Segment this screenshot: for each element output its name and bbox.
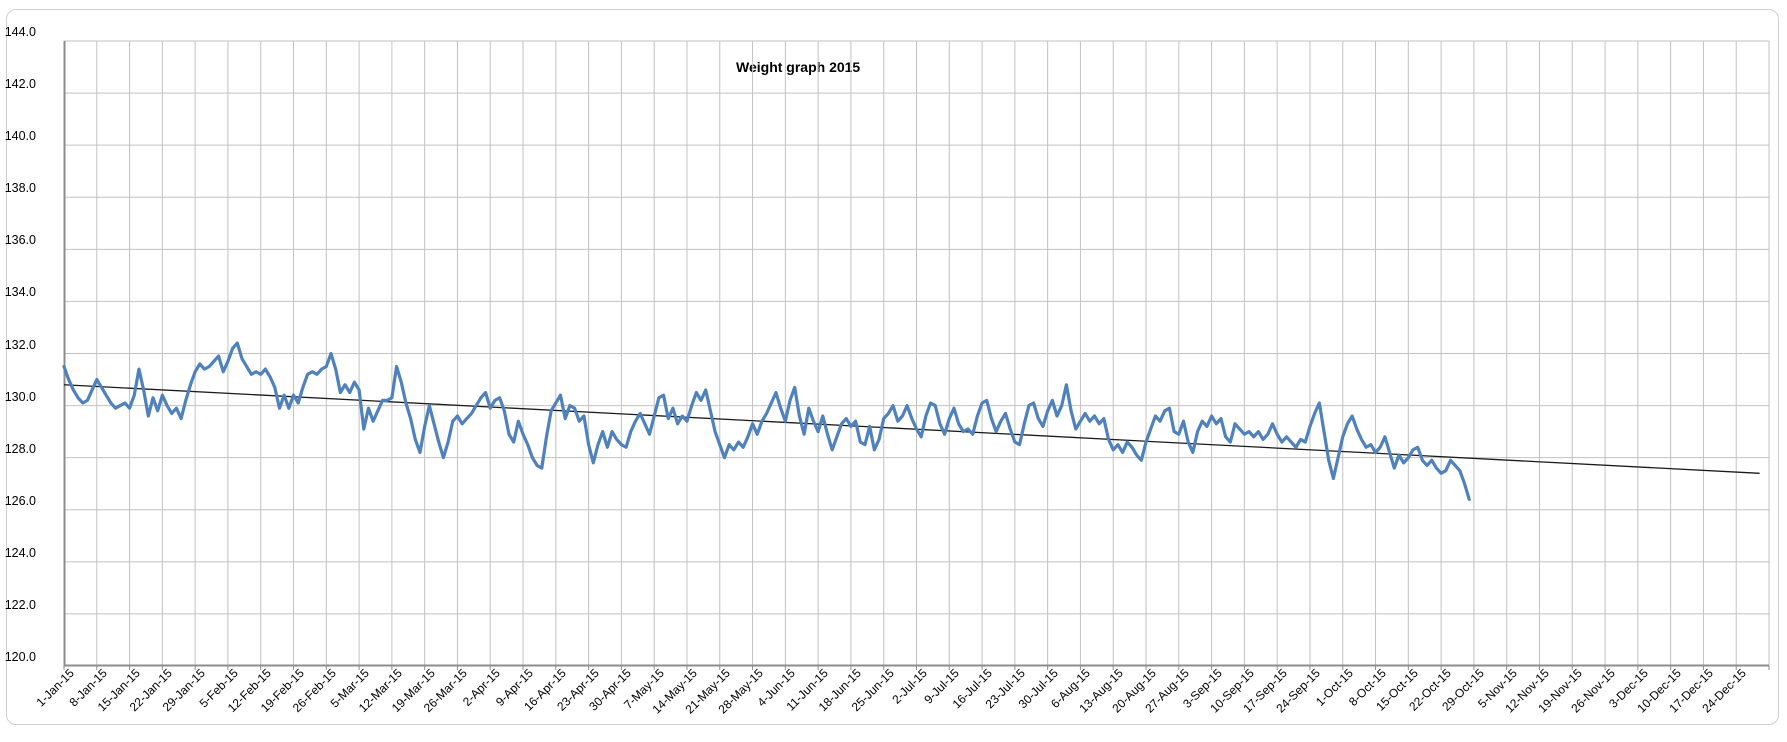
y-axis-tick-label: 144.0 [4,25,36,39]
y-axis-tick-label: 126.0 [4,493,36,508]
trendline [63,384,1760,474]
y-axis-tick-label: 120.0 [4,650,36,664]
y-axis-tick-label: 140.0 [4,129,36,144]
chart-frame: Weight graph 2015 120.0 122.0 124.0 126.0 12… [4,9,1779,725]
y-axis-tick-label: 130.0 [4,389,36,404]
weight-series-line [62,341,1471,501]
y-axis-tick-label: 132.0 [4,337,36,352]
y-axis-tick-label: 142.0 [4,77,36,92]
plot-canvas [62,40,1770,670]
y-axis-tick-label: 122.0 [4,597,36,612]
y-axis-tick-label: 128.0 [4,441,36,456]
y-axis-tick-label: 136.0 [4,233,36,248]
plot-area [62,40,1770,670]
x-axis-tick-label: 2-Jul-15 [888,666,930,707]
y-axis-tick-label: 138.0 [4,181,36,196]
y-axis-tick-label: 124.0 [4,545,36,560]
chart-title: Weight graph 2015 [736,59,861,75]
y-axis-tick-label: 134.0 [4,285,36,300]
